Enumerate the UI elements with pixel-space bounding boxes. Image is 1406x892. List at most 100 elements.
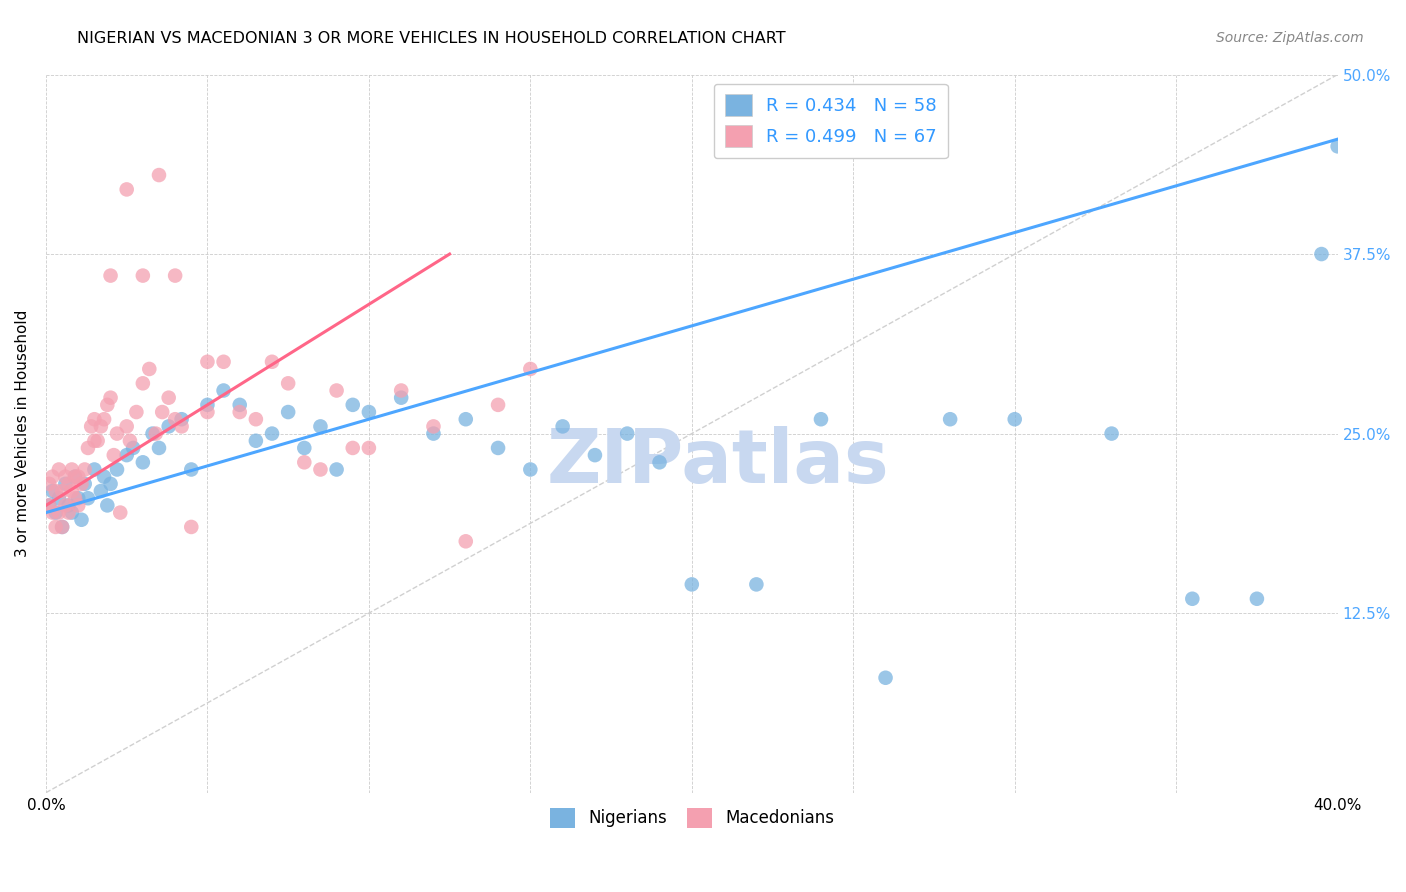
Point [132, 376, 155, 391]
Point [138, 362, 160, 376]
Point [486, 441, 509, 455]
Point [48, 462, 70, 476]
Point [212, 384, 235, 398]
Point [519, 362, 541, 376]
Point [93, 412, 115, 426]
Point [197, 405, 219, 419]
Point [277, 405, 299, 419]
Point [212, 355, 235, 369]
Point [70, 476, 93, 491]
Point [875, 671, 897, 685]
Point [60, 483, 83, 498]
Point [60, 462, 83, 476]
Point [51, 483, 73, 498]
Point [260, 355, 283, 369]
Point [422, 419, 444, 434]
Point [73, 476, 96, 491]
Point [170, 412, 193, 426]
Point [292, 455, 315, 469]
Point [70, 513, 93, 527]
Point [1181, 591, 1204, 606]
Point [45, 520, 67, 534]
Point [38, 476, 60, 491]
Point [60, 506, 83, 520]
Point [357, 441, 380, 455]
Point [80, 419, 103, 434]
Point [939, 412, 962, 426]
Point [45, 483, 67, 498]
Point [100, 391, 122, 405]
Point [145, 426, 167, 441]
Point [157, 391, 180, 405]
Point [745, 577, 768, 591]
Point [277, 376, 299, 391]
Text: ZIPatlas: ZIPatlas [547, 425, 889, 499]
Point [63, 491, 86, 506]
Point [141, 426, 163, 441]
Point [115, 419, 138, 434]
Point [148, 441, 170, 455]
Point [58, 476, 80, 491]
Point [96, 499, 118, 513]
Point [157, 419, 180, 434]
Point [389, 391, 412, 405]
Point [63, 469, 86, 483]
Point [357, 405, 380, 419]
Point [90, 483, 112, 498]
Point [100, 476, 122, 491]
Point [1101, 426, 1123, 441]
Point [648, 455, 671, 469]
Point [41, 506, 63, 520]
Point [1246, 591, 1268, 606]
Point [90, 419, 112, 434]
Point [48, 491, 70, 506]
Point [454, 412, 477, 426]
Point [100, 268, 122, 283]
Point [93, 469, 115, 483]
Point [519, 462, 541, 476]
Point [122, 441, 145, 455]
Point [148, 168, 170, 182]
Point [197, 355, 219, 369]
Point [245, 434, 267, 448]
Point [342, 398, 364, 412]
Text: NIGERIAN VS MACEDONIAN 3 OR MORE VEHICLES IN HOUSEHOLD CORRELATION CHART: NIGERIAN VS MACEDONIAN 3 OR MORE VEHICLE… [77, 31, 786, 46]
Point [53, 476, 76, 491]
Point [83, 434, 105, 448]
Point [115, 182, 138, 196]
Point [1004, 412, 1026, 426]
Point [454, 534, 477, 549]
Point [132, 455, 155, 469]
Point [118, 434, 141, 448]
Point [83, 462, 105, 476]
Point [245, 412, 267, 426]
Point [325, 384, 347, 398]
Point [150, 405, 173, 419]
Point [342, 441, 364, 455]
Point [67, 469, 90, 483]
Point [41, 469, 63, 483]
Point [125, 405, 148, 419]
Point [96, 398, 118, 412]
Point [583, 448, 606, 462]
Point [389, 384, 412, 398]
Point [115, 448, 138, 462]
Point [51, 520, 73, 534]
Point [53, 499, 76, 513]
Point [422, 426, 444, 441]
Point [105, 462, 128, 476]
Legend: Nigerians, Macedonians: Nigerians, Macedonians [543, 801, 841, 835]
Point [260, 426, 283, 441]
Point [67, 491, 90, 506]
Point [103, 448, 125, 462]
Point [58, 506, 80, 520]
Point [228, 398, 250, 412]
Point [197, 398, 219, 412]
Point [616, 426, 638, 441]
Point [83, 412, 105, 426]
Point [51, 520, 73, 534]
Point [105, 426, 128, 441]
Point [67, 499, 90, 513]
Point [486, 398, 509, 412]
Point [45, 506, 67, 520]
